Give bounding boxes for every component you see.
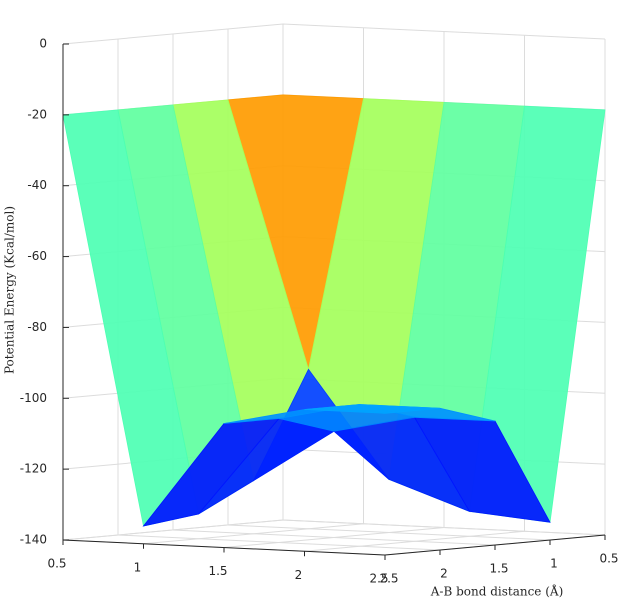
z-tick-label: -120 bbox=[20, 462, 47, 476]
z-tick-label: -140 bbox=[20, 533, 47, 547]
surface-patch bbox=[304, 404, 441, 414]
x-tick-label: 2.5 bbox=[369, 572, 388, 586]
z-tick-label: 0 bbox=[39, 37, 47, 51]
z-tick-label: -20 bbox=[27, 107, 47, 121]
y-tick-label: 1 bbox=[550, 557, 558, 571]
x-tick-label: 1.5 bbox=[208, 564, 227, 578]
y-tick-label: 2.5 bbox=[379, 572, 398, 586]
y-axis-label: A-B bond distance (Å) bbox=[430, 584, 564, 599]
z-tick-label: -60 bbox=[27, 249, 47, 263]
x-tick-label: 0.5 bbox=[47, 557, 66, 571]
y-tick-label: 2 bbox=[440, 567, 448, 581]
x-tick-label: 1 bbox=[134, 560, 142, 574]
x-tick-label: 2 bbox=[295, 568, 303, 582]
y-tick-label: 1.5 bbox=[489, 562, 508, 576]
z-tick-label: -40 bbox=[27, 178, 47, 192]
y-tick-label: 0.5 bbox=[599, 552, 618, 566]
z-tick-label: -80 bbox=[27, 320, 47, 334]
z-axis-label: Potential Energy (Kcal/mol) bbox=[3, 206, 17, 374]
z-tick-label: -100 bbox=[20, 391, 47, 405]
